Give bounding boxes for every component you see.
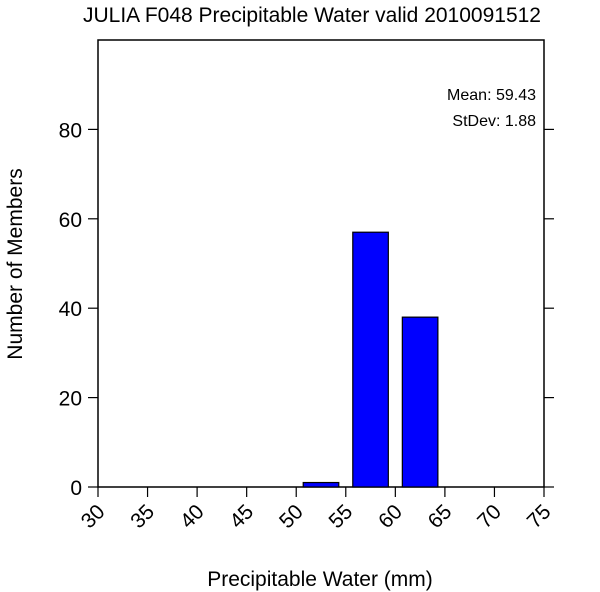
x-axis-label: Precipitable Water (mm) xyxy=(207,568,433,591)
x-tick-label: 75 xyxy=(523,500,556,533)
mean-label: Mean: 59.43 xyxy=(447,87,536,104)
x-tick-label: 50 xyxy=(275,500,308,533)
y-tick-label: 60 xyxy=(59,209,82,232)
y-tick-label: 80 xyxy=(59,119,82,142)
x-tick-label: 30 xyxy=(77,500,110,533)
x-tick-label: 70 xyxy=(473,500,506,533)
y-axis-label: Number of Members xyxy=(4,168,27,359)
bar-50-55 xyxy=(302,481,340,488)
x-tick-label: 35 xyxy=(126,500,159,533)
bar-55-60 xyxy=(352,231,389,488)
y-tick-label: 0 xyxy=(70,477,82,500)
x-tick-label: 60 xyxy=(374,500,407,533)
x-tick-label: 40 xyxy=(176,500,209,533)
stdev-label: StDev: 1.88 xyxy=(452,113,536,130)
bar-60-65 xyxy=(401,316,439,488)
plot-frame xyxy=(97,39,545,488)
x-tick-label: 55 xyxy=(325,500,358,533)
x-tick-label: 45 xyxy=(225,500,258,533)
y-tick-label: 40 xyxy=(59,298,82,321)
x-tick-label: 65 xyxy=(424,500,457,533)
chart-title: JULIA F048 Precipitable Water valid 2010… xyxy=(83,4,541,27)
y-tick-label: 20 xyxy=(59,388,82,411)
